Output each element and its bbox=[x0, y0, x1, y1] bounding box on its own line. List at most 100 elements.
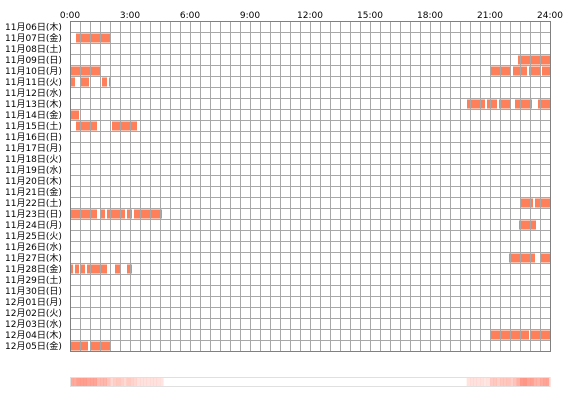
date-label: 11月25日(火) bbox=[5, 231, 62, 242]
density-cell bbox=[153, 377, 157, 387]
density-cell bbox=[540, 377, 544, 387]
density-cell bbox=[133, 377, 137, 387]
density-cell bbox=[503, 377, 507, 387]
activity-bar bbox=[519, 220, 536, 230]
density-cell bbox=[110, 377, 114, 387]
date-label: 11月20日(木) bbox=[5, 175, 62, 187]
activity-bar bbox=[87, 264, 107, 274]
activity-bar bbox=[102, 77, 107, 87]
density-cell bbox=[103, 377, 107, 387]
x-tick-label: 3:00 bbox=[120, 11, 140, 21]
density-cell bbox=[513, 377, 517, 387]
x-tick-label: 12:00 bbox=[297, 11, 323, 21]
density-cell bbox=[100, 377, 104, 387]
date-label: 11月26日(水) bbox=[5, 241, 62, 253]
density-cell bbox=[76, 377, 81, 387]
activity-bar bbox=[127, 209, 132, 219]
density-cell bbox=[123, 377, 127, 387]
density-cell bbox=[493, 377, 497, 387]
density-cell bbox=[470, 377, 474, 387]
density-cell bbox=[136, 377, 141, 387]
density-cell bbox=[546, 377, 551, 387]
activity-bar bbox=[509, 253, 535, 263]
density-cell bbox=[83, 377, 87, 387]
density-cell bbox=[143, 377, 147, 387]
x-tick-label: 15:00 bbox=[357, 11, 383, 21]
activity-bar bbox=[70, 341, 88, 351]
density-cell bbox=[86, 377, 91, 387]
activity-bar bbox=[127, 264, 132, 274]
date-label: 12月05日(金) bbox=[5, 340, 62, 352]
density-cell bbox=[130, 377, 134, 387]
density-cell bbox=[160, 377, 164, 387]
density-cell bbox=[113, 377, 117, 387]
activity-bar bbox=[70, 209, 97, 219]
density-cell bbox=[536, 377, 541, 387]
activity-bar bbox=[70, 110, 79, 120]
date-label: 11月15日(土) bbox=[5, 120, 62, 132]
date-label: 11月22日(土) bbox=[5, 197, 62, 209]
date-label: 11月28日(金) bbox=[5, 263, 62, 275]
x-tick-label: 9:00 bbox=[240, 11, 260, 21]
date-label: 11月23日(日) bbox=[5, 209, 62, 220]
density-cell bbox=[146, 377, 151, 387]
density-cell bbox=[106, 377, 111, 387]
activity-bar bbox=[107, 209, 125, 219]
density-cell bbox=[126, 377, 131, 387]
date-label: 11月16日(日) bbox=[5, 132, 62, 143]
density-cell bbox=[80, 377, 84, 387]
date-label: 11月29日(土) bbox=[5, 274, 62, 286]
date-label: 11月27日(木) bbox=[5, 252, 62, 264]
density-cell bbox=[486, 377, 491, 387]
date-label: 11月13日(木) bbox=[5, 98, 62, 110]
activity-bar bbox=[487, 99, 497, 109]
density-cell bbox=[530, 377, 534, 387]
date-label: 11月12日(水) bbox=[5, 87, 62, 99]
density-cell bbox=[150, 377, 154, 387]
density-cell bbox=[476, 377, 481, 387]
density-cell bbox=[466, 377, 471, 387]
activity-bar bbox=[112, 121, 137, 131]
activity-bar bbox=[100, 209, 105, 219]
activity-bar bbox=[115, 264, 121, 274]
x-tick-label: 24:00 bbox=[537, 11, 563, 21]
density-background bbox=[70, 377, 550, 387]
activity-bar bbox=[134, 209, 162, 219]
activity-bar bbox=[81, 77, 89, 87]
density-cell bbox=[473, 377, 477, 387]
date-label: 11月30日(日) bbox=[5, 286, 62, 297]
density-cell bbox=[90, 377, 94, 387]
density-cell bbox=[510, 377, 514, 387]
date-label: 11月09日(日) bbox=[5, 55, 62, 66]
density-cell bbox=[500, 377, 504, 387]
date-label: 11月06日(木) bbox=[5, 21, 62, 33]
date-label: 12月02日(火) bbox=[5, 308, 62, 319]
date-label: 11月24日(月) bbox=[5, 220, 62, 231]
density-strip bbox=[70, 377, 551, 387]
activity-bar bbox=[499, 99, 510, 109]
grid-lines bbox=[70, 21, 551, 352]
date-label: 11月08日(土) bbox=[5, 43, 62, 55]
density-cell bbox=[526, 377, 531, 387]
activity-bar bbox=[70, 264, 73, 274]
activity-bar bbox=[515, 99, 532, 109]
activity-bar bbox=[538, 99, 550, 109]
density-cell bbox=[156, 377, 161, 387]
activity-bar bbox=[542, 66, 550, 76]
activity-bar bbox=[467, 99, 485, 109]
x-tick-label: 18:00 bbox=[417, 11, 443, 21]
x-axis-tick-labels: 0:00 3:00 6:00 9:00 12:00 15:00 18:00 21:00 24:0… bbox=[60, 11, 563, 21]
plot-border bbox=[70, 21, 551, 352]
date-label: 11月10日(月) bbox=[5, 66, 62, 77]
density-border bbox=[70, 377, 550, 387]
activity-bar bbox=[71, 66, 100, 76]
x-tick-label: 21:00 bbox=[477, 11, 503, 21]
activity-bar bbox=[535, 198, 550, 208]
date-label: 11月11日(火) bbox=[5, 77, 62, 88]
density-cell bbox=[70, 377, 74, 387]
date-label: 12月04日(木) bbox=[5, 329, 62, 341]
date-label: 11月17日(月) bbox=[5, 143, 62, 154]
x-tick-label: 0:00 bbox=[60, 11, 80, 21]
density-cell bbox=[496, 377, 501, 387]
date-label: 11月19日(水) bbox=[5, 164, 62, 176]
